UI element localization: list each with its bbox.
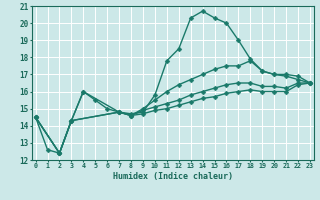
X-axis label: Humidex (Indice chaleur): Humidex (Indice chaleur) (113, 172, 233, 181)
